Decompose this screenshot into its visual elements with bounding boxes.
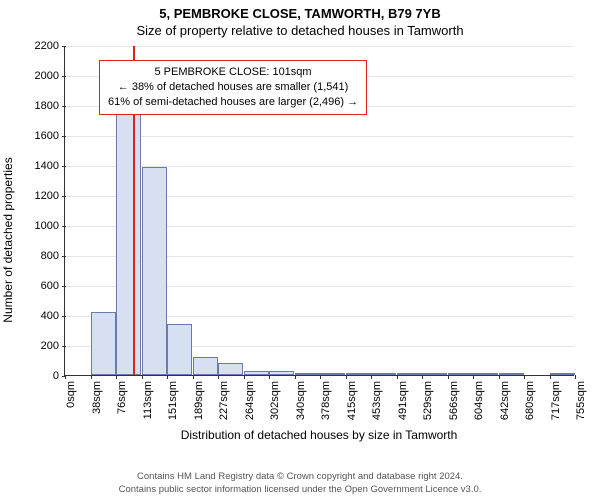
info-line-2: ← 38% of detached houses are smaller (1,… [108,80,358,95]
x-axis-label: Distribution of detached houses by size … [64,428,574,442]
x-tick-mark [448,375,449,379]
histogram-bar [346,373,371,375]
histogram-bar [244,371,269,376]
x-tick-label: 189sqm [193,381,205,420]
histogram-bar [550,373,575,375]
y-tick-label: 1600 [35,130,65,142]
x-tick-mark [91,375,92,379]
footer-line-1: Contains HM Land Registry data © Crown c… [0,471,600,483]
y-tick-label: 200 [41,340,65,352]
x-tick-label: 76sqm [116,381,128,414]
page-title-desc: Size of property relative to detached ho… [0,21,600,40]
x-tick-mark [473,375,474,379]
x-tick-label: 604sqm [473,381,485,420]
histogram-bar [499,373,524,375]
x-tick-mark [346,375,347,379]
y-axis-label: Number of detached properties [1,157,15,322]
x-tick-mark [524,375,525,379]
x-tick-mark [65,375,66,379]
y-tick-label: 600 [41,280,65,292]
x-tick-label: 566sqm [448,381,460,420]
histogram-bar [473,373,498,375]
histogram-bar [448,373,473,375]
y-tick-label: 400 [41,310,65,322]
x-tick-label: 453sqm [371,381,383,420]
y-tick-label: 1000 [35,220,65,232]
histogram-bar [422,373,447,375]
x-tick-label: 755sqm [575,381,587,420]
x-tick-label: 340sqm [295,381,307,420]
x-tick-mark [295,375,296,379]
y-tick-label: 1800 [35,100,65,112]
x-tick-label: 227sqm [218,381,230,420]
histogram-bar [295,373,320,375]
x-tick-mark [116,375,117,379]
x-tick-mark [397,375,398,379]
x-tick-mark [269,375,270,379]
histogram-bar [116,102,141,375]
x-tick-mark [499,375,500,379]
x-tick-label: 491sqm [397,381,409,420]
attribution-footer: Contains HM Land Registry data © Crown c… [0,471,600,496]
y-tick-label: 2000 [35,70,65,82]
x-tick-mark [167,375,168,379]
histogram-bar [167,324,192,375]
histogram-bar [320,373,345,375]
x-tick-label: 151sqm [167,381,179,420]
footer-line-2: Contains public sector information licen… [0,484,600,496]
gridline [65,136,574,137]
x-tick-label: 642sqm [499,381,511,420]
x-tick-label: 415sqm [346,381,358,420]
x-tick-label: 264sqm [244,381,256,420]
x-tick-mark [218,375,219,379]
histogram-bar [371,373,396,375]
x-tick-label: 529sqm [422,381,434,420]
x-tick-label: 0sqm [65,381,77,408]
y-tick-label: 2200 [35,40,65,52]
histogram-bar [91,312,116,375]
x-tick-label: 302sqm [269,381,281,420]
y-tick-label: 1200 [35,190,65,202]
y-tick-label: 0 [53,370,65,382]
y-tick-label: 800 [41,250,65,262]
x-tick-mark [575,375,576,379]
x-tick-label: 113sqm [142,381,154,419]
x-tick-mark [371,375,372,379]
x-tick-label: 717sqm [550,381,562,420]
histogram-bar [193,357,218,375]
x-tick-label: 38sqm [91,381,103,414]
info-line-3: 61% of semi-detached houses are larger (… [108,95,358,110]
histogram-bar [397,373,422,375]
x-tick-mark [422,375,423,379]
plot-area: 0200400600800100012001400160018002000220… [64,46,574,376]
property-info-box: 5 PEMBROKE CLOSE: 101sqm← 38% of detache… [99,60,367,115]
x-tick-mark [320,375,321,379]
x-tick-label: 680sqm [524,381,536,420]
y-tick-label: 1400 [35,160,65,172]
histogram-bar [218,363,243,375]
x-tick-mark [142,375,143,379]
gridline [65,46,574,47]
histogram-bar [269,371,294,376]
x-tick-mark [550,375,551,379]
x-tick-label: 378sqm [320,381,332,420]
histogram-bar [142,167,167,376]
info-line-1: 5 PEMBROKE CLOSE: 101sqm [108,65,358,80]
x-tick-mark [244,375,245,379]
x-tick-mark [193,375,194,379]
histogram-chart: Number of detached properties 0200400600… [0,40,600,440]
page-title-address: 5, PEMBROKE CLOSE, TAMWORTH, B79 7YB [0,0,600,21]
